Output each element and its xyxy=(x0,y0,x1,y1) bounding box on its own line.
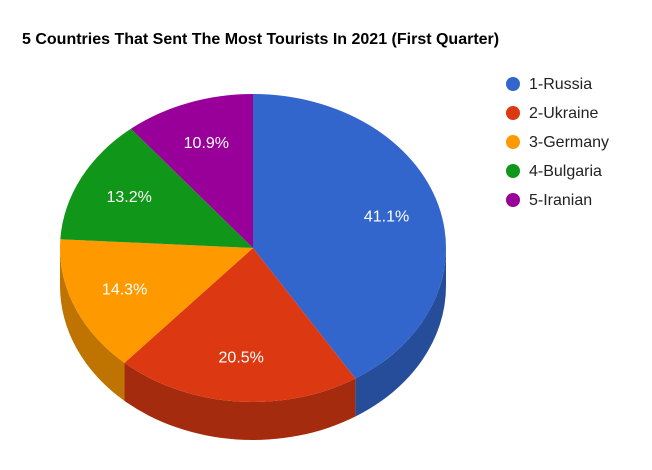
slice-labels: 41.1% 20.5% 14.3% 13.2% 10.9% xyxy=(102,135,409,367)
legend-label-3-germany: 3-Germany xyxy=(529,134,609,151)
pie-side-2-ukraine xyxy=(124,362,356,440)
slice-label-2-ukraine: 20.5% xyxy=(219,350,264,367)
legend-swatch-5-iranian xyxy=(506,193,520,207)
legend-item-2-ukraine[interactable]: 2-Ukraine xyxy=(506,105,598,122)
pie-side-1-russia xyxy=(355,248,446,417)
pie-slice-3-germany[interactable] xyxy=(60,239,253,363)
pie-side-3-germany xyxy=(60,248,125,401)
pie-slice-4-bulgaria[interactable] xyxy=(60,128,254,248)
slice-label-3-germany: 14.3% xyxy=(102,282,147,299)
legend-swatch-2-ukraine xyxy=(506,106,520,120)
legend-item-4-bulgaria[interactable]: 4-Bulgaria xyxy=(506,163,602,180)
legend-swatch-3-germany xyxy=(506,135,520,149)
pie-slice-1-russia[interactable] xyxy=(253,94,446,379)
legend: 1-Russia 2-Ukraine 3-Germany 4-Bulgaria 5-Ir… xyxy=(506,76,609,209)
legend-item-1-russia[interactable]: 1-Russia xyxy=(506,76,592,93)
slice-label-5-iranian: 10.9% xyxy=(184,135,229,152)
legend-swatch-4-bulgaria xyxy=(506,164,520,178)
legend-label-1-russia: 1-Russia xyxy=(529,76,592,93)
legend-item-3-germany[interactable]: 3-Germany xyxy=(506,134,609,151)
legend-item-5-iranian[interactable]: 5-Iranian xyxy=(506,192,592,209)
legend-label-2-ukraine: 2-Ukraine xyxy=(529,105,598,122)
legend-label-5-iranian: 5-Iranian xyxy=(529,192,592,209)
slice-label-4-bulgaria: 13.2% xyxy=(107,189,152,206)
pie-3d-sides xyxy=(60,248,446,440)
chart-title: 5 Countries That Sent The Most Tourists … xyxy=(22,31,499,48)
legend-swatch-1-russia xyxy=(506,77,520,91)
slice-label-1-russia: 41.1% xyxy=(364,209,409,226)
pie-slice-5-iranian[interactable] xyxy=(130,94,253,248)
pie-slice-2-ukraine[interactable] xyxy=(124,248,356,402)
legend-label-4-bulgaria: 4-Bulgaria xyxy=(529,163,602,180)
pie-slices xyxy=(60,94,446,402)
